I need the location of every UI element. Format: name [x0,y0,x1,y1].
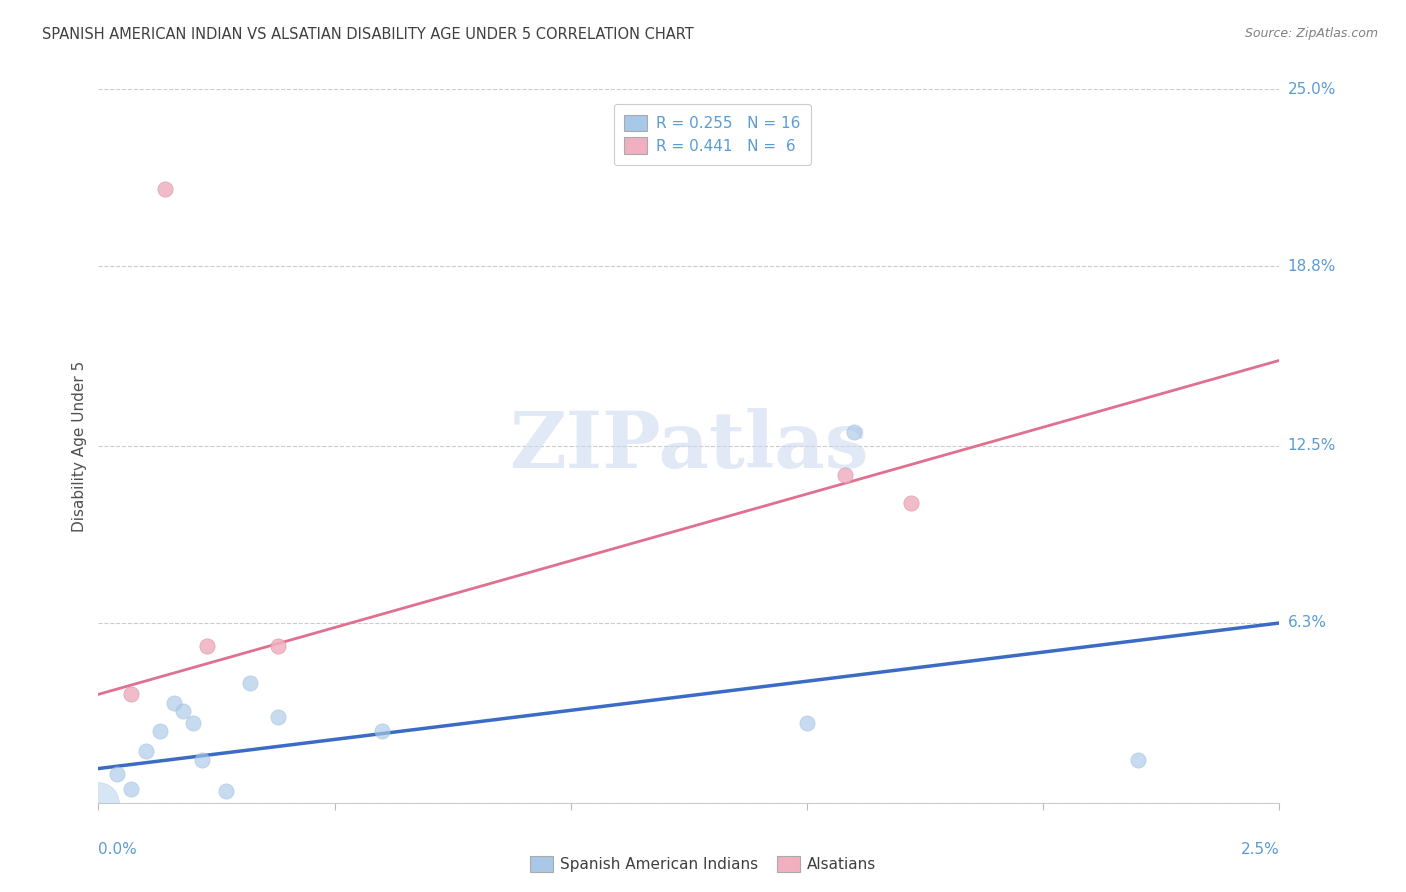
Point [796,715,818,730]
Text: 12.5%: 12.5% [1288,439,1336,453]
Point [181,715,204,730]
Legend: R = 0.255   N = 16, R = 0.441   N =  6: R = 0.255 N = 16, R = 0.441 N = 6 [613,104,811,165]
Point [844,425,866,439]
Point [121,781,143,796]
Text: SPANISH AMERICAN INDIAN VS ALSATIAN DISABILITY AGE UNDER 5 CORRELATION CHART: SPANISH AMERICAN INDIAN VS ALSATIAN DISA… [42,27,695,42]
Text: 18.8%: 18.8% [1288,259,1336,274]
Text: ZIPatlas: ZIPatlas [509,408,869,484]
Point [105,767,128,781]
Point [121,687,143,701]
Point [87,796,110,810]
Point [195,639,218,653]
Point [834,467,856,482]
Text: Source: ZipAtlas.com: Source: ZipAtlas.com [1244,27,1378,40]
Text: 25.0%: 25.0% [1288,82,1336,96]
Point [172,705,194,719]
Point [371,724,394,739]
Point [267,710,290,724]
Point [215,784,238,798]
Point [239,676,262,690]
Point [149,724,172,739]
Point [900,496,922,510]
Text: 0.0%: 0.0% [98,842,138,856]
Point [191,753,214,767]
Text: 2.5%: 2.5% [1240,842,1279,856]
Text: 6.3%: 6.3% [1288,615,1327,631]
Point [135,744,157,758]
Point [153,182,176,196]
Point [163,696,186,710]
Legend: Spanish American Indians, Alsatians: Spanish American Indians, Alsatians [522,848,884,880]
Y-axis label: Disability Age Under 5: Disability Age Under 5 [72,360,87,532]
Point [1126,753,1149,767]
Point [267,639,290,653]
